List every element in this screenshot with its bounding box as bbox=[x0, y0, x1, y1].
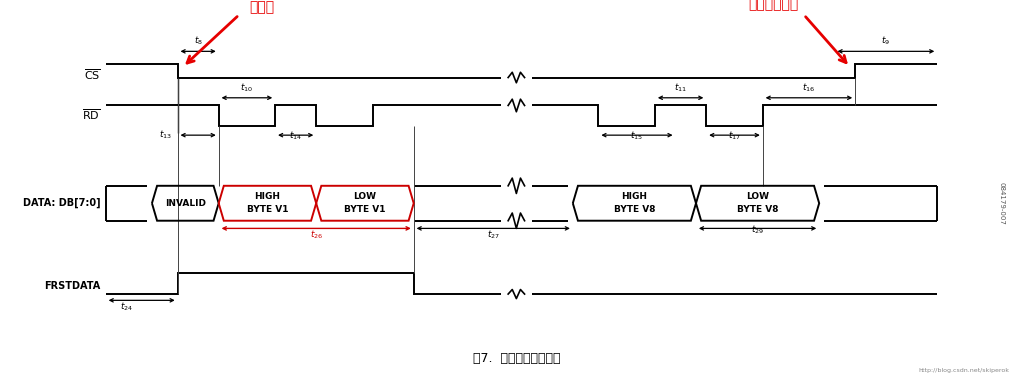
Text: $t_{10}$: $t_{10}$ bbox=[240, 81, 254, 94]
Text: LOW: LOW bbox=[354, 192, 376, 202]
Text: $\overline{\mathsf{RD}}$: $\overline{\mathsf{RD}}$ bbox=[82, 107, 101, 122]
Text: FRSTDATA: FRSTDATA bbox=[44, 280, 101, 291]
Text: $t_{29}$: $t_{29}$ bbox=[751, 223, 764, 236]
Text: 084179-007: 084179-007 bbox=[999, 182, 1005, 225]
Text: $t_{16}$: $t_{16}$ bbox=[802, 81, 816, 94]
Text: $t_{24}$: $t_{24}$ bbox=[120, 300, 133, 313]
Text: LOW: LOW bbox=[746, 192, 769, 202]
Text: BYTE V8: BYTE V8 bbox=[737, 205, 778, 214]
Text: INVALID: INVALID bbox=[165, 199, 206, 208]
Text: BYTE V1: BYTE V1 bbox=[344, 205, 386, 214]
Text: $t_{27}$: $t_{27}$ bbox=[487, 228, 500, 241]
Text: $t_{17}$: $t_{17}$ bbox=[728, 130, 741, 142]
Text: 图7.  字节模式读取操作: 图7. 字节模式读取操作 bbox=[472, 352, 560, 365]
Text: BYTE V8: BYTE V8 bbox=[613, 205, 655, 214]
Text: HIGH: HIGH bbox=[622, 192, 647, 202]
Text: $t_8$: $t_8$ bbox=[194, 35, 203, 47]
Text: $\overline{\mathsf{CS}}$: $\overline{\mathsf{CS}}$ bbox=[84, 67, 101, 82]
Text: $t_{11}$: $t_{11}$ bbox=[674, 81, 687, 94]
Text: $t_{26}$: $t_{26}$ bbox=[309, 228, 323, 241]
Text: HIGH: HIGH bbox=[255, 192, 280, 202]
Text: $t_{15}$: $t_{15}$ bbox=[631, 130, 643, 142]
Text: BYTE V1: BYTE V1 bbox=[246, 205, 289, 214]
Text: $t_9$: $t_9$ bbox=[882, 35, 891, 47]
Text: $t_{14}$: $t_{14}$ bbox=[289, 130, 302, 142]
Text: http://blog.csdn.net/skiperok: http://blog.csdn.net/skiperok bbox=[918, 368, 1009, 373]
Text: 先拉低: 先拉低 bbox=[250, 1, 274, 15]
Text: 读取后要拉高: 读取后要拉高 bbox=[749, 0, 799, 11]
Text: DATA: DB[7:0]: DATA: DB[7:0] bbox=[23, 198, 101, 208]
Text: $t_{13}$: $t_{13}$ bbox=[160, 129, 172, 141]
